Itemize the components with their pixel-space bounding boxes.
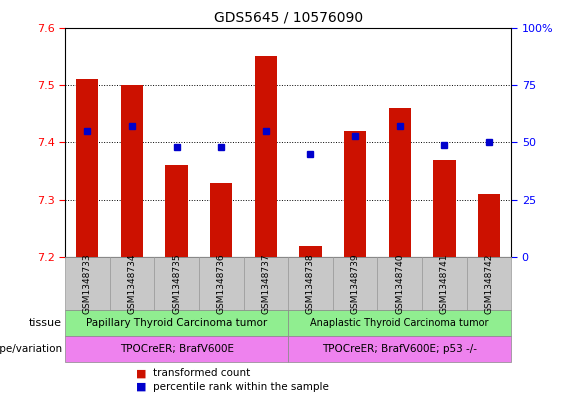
Text: TPOCreER; BrafV600E; p53 -/-: TPOCreER; BrafV600E; p53 -/-: [322, 344, 477, 354]
Text: Papillary Thyroid Carcinoma tumor: Papillary Thyroid Carcinoma tumor: [86, 318, 267, 328]
Text: transformed count: transformed count: [153, 368, 250, 378]
Text: Anaplastic Thyroid Carcinoma tumor: Anaplastic Thyroid Carcinoma tumor: [311, 318, 489, 328]
Text: GSM1348742: GSM1348742: [485, 254, 493, 314]
Text: GSM1348740: GSM1348740: [396, 254, 404, 314]
Text: genotype/variation: genotype/variation: [0, 344, 62, 354]
Text: ■: ■: [136, 368, 146, 378]
Text: tissue: tissue: [29, 318, 62, 328]
Bar: [299, 246, 321, 257]
Text: GSM1348736: GSM1348736: [217, 253, 225, 314]
Text: ■: ■: [136, 382, 146, 392]
Bar: [389, 108, 411, 257]
Text: GSM1348734: GSM1348734: [128, 254, 136, 314]
Bar: [433, 160, 455, 257]
Text: GSM1348741: GSM1348741: [440, 254, 449, 314]
Text: GSM1348739: GSM1348739: [351, 253, 359, 314]
Title: GDS5645 / 10576090: GDS5645 / 10576090: [214, 11, 363, 25]
Text: GSM1348735: GSM1348735: [172, 253, 181, 314]
Text: TPOCreER; BrafV600E: TPOCreER; BrafV600E: [120, 344, 233, 354]
Bar: [478, 194, 500, 257]
Text: GSM1348733: GSM1348733: [83, 253, 92, 314]
Bar: [255, 56, 277, 257]
Text: GSM1348737: GSM1348737: [262, 253, 270, 314]
Bar: [76, 79, 98, 257]
Bar: [121, 85, 143, 257]
Bar: [166, 165, 188, 257]
Text: percentile rank within the sample: percentile rank within the sample: [153, 382, 328, 392]
Text: GSM1348738: GSM1348738: [306, 253, 315, 314]
Bar: [210, 183, 232, 257]
Text: ▶: ▶: [68, 318, 75, 328]
Text: ▶: ▶: [68, 344, 75, 354]
Bar: [344, 131, 366, 257]
